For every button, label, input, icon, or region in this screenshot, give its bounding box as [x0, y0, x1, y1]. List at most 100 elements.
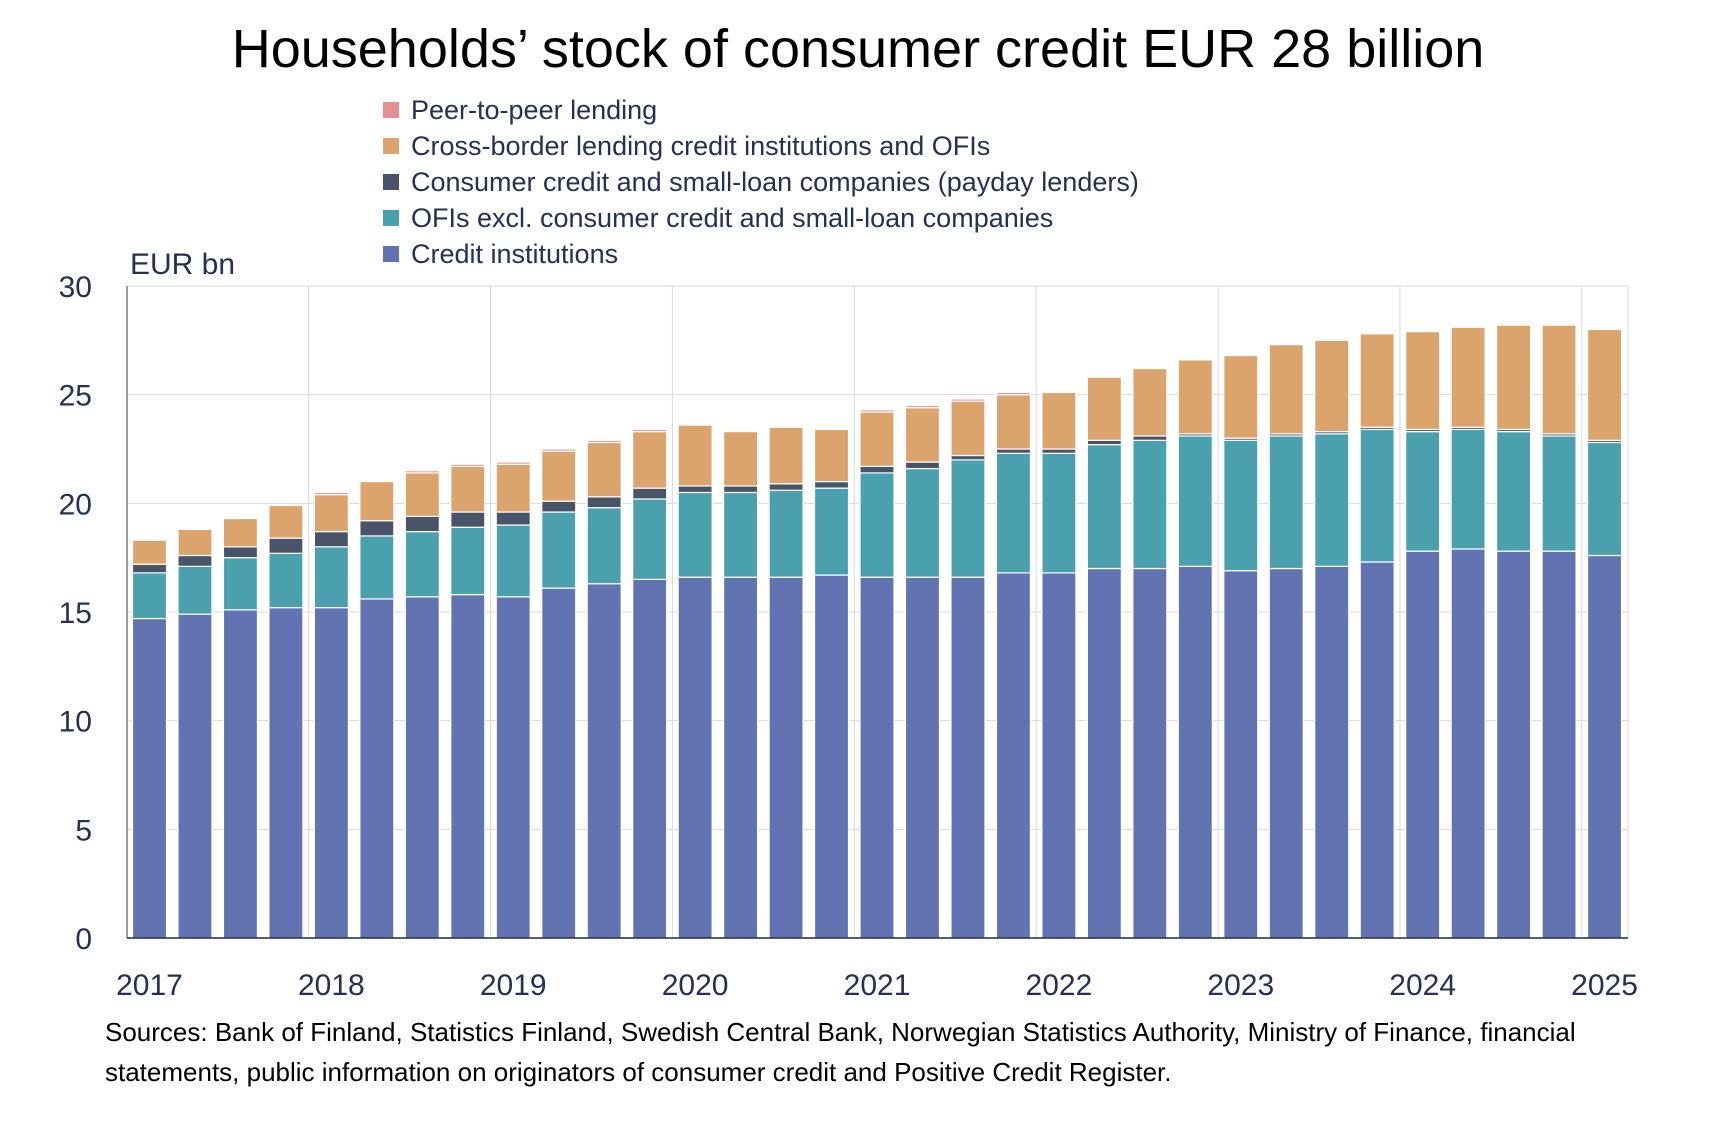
bar-segment — [1405, 550, 1441, 939]
bar-segment — [859, 576, 895, 939]
bar-segment — [859, 409, 895, 413]
legend-item-peer-to-peer: Peer-to-peer lending — [383, 92, 1139, 128]
bar-segment — [995, 391, 1032, 396]
bar-segment — [1223, 439, 1259, 572]
bar-segment — [404, 596, 440, 939]
bar-segment — [177, 613, 213, 939]
legend-swatch — [383, 246, 399, 262]
bar-segment — [859, 472, 895, 578]
bar-segment — [131, 572, 168, 620]
bar-segment — [904, 407, 941, 463]
bar-segment — [677, 491, 713, 578]
bar-segment — [222, 557, 259, 611]
bar-segment — [904, 467, 941, 578]
legend-item-payday-lenders: Consumer credit and small-loan companies… — [383, 164, 1139, 200]
bar-segment — [268, 607, 304, 939]
bar-segment — [1223, 570, 1259, 939]
bar-segment — [768, 426, 804, 485]
legend-swatch — [383, 102, 399, 118]
bar-segment — [586, 507, 622, 585]
bar-segment — [541, 587, 577, 939]
bar-segment — [1495, 431, 1532, 552]
bar-segment — [677, 576, 713, 939]
bar-segment — [1268, 344, 1304, 435]
bar-segment — [222, 517, 259, 548]
bar-segment — [404, 515, 440, 533]
bar-segment — [1041, 452, 1077, 574]
y-tick-label: 0 — [75, 923, 92, 956]
bar-segment — [723, 485, 759, 494]
x-tick-label: 2025 — [1571, 969, 1638, 1002]
bar-segment — [1132, 567, 1168, 939]
x-tick-label: 2021 — [844, 969, 911, 1002]
bar-segment — [1086, 444, 1122, 570]
legend-swatch — [383, 210, 399, 226]
bar-segment — [1405, 431, 1441, 552]
bar-segment — [222, 609, 259, 939]
bar-segment — [1223, 354, 1259, 439]
bar-segment — [495, 596, 531, 939]
bar-segment — [1541, 324, 1577, 435]
bar-segment — [1086, 376, 1122, 441]
bar-segment — [1041, 448, 1077, 454]
bar-segment — [1359, 333, 1395, 428]
chart-legend: Peer-to-peer lending Cross-border lendin… — [383, 92, 1139, 272]
bar-segment — [268, 552, 304, 609]
chart-title: Households’ stock of consumer credit EUR… — [231, 19, 1485, 79]
bar-segment — [1041, 391, 1077, 450]
bar-segment — [723, 491, 759, 578]
bar-segment — [1314, 433, 1350, 567]
bar-segment — [1132, 435, 1168, 441]
bar-segment — [359, 535, 395, 600]
bar-segment — [768, 576, 804, 939]
bar-segment — [131, 563, 168, 574]
bar-segment — [450, 465, 486, 513]
bar-segment — [995, 394, 1032, 450]
bar-segment — [131, 539, 168, 565]
bar-segment — [632, 428, 668, 433]
bar-segment — [813, 428, 850, 483]
bar-segment — [541, 511, 577, 589]
bar-segment — [586, 583, 622, 939]
bar-segment — [904, 461, 941, 470]
y-tick-label: 20 — [59, 488, 92, 521]
source-note: Sources: Bank of Finland, Statistics Fin… — [105, 1017, 1576, 1087]
bar-segment — [950, 454, 986, 461]
bar-segment — [541, 500, 577, 513]
bar-segment — [1177, 565, 1213, 939]
x-tick-label: 2018 — [298, 969, 365, 1002]
legend-swatch — [383, 174, 399, 190]
legend-item-ofis: OFIs excl. consumer credit and small-loa… — [383, 200, 1139, 236]
bar-segment — [1586, 554, 1623, 939]
bar-segment — [177, 554, 213, 567]
bar-segment — [950, 400, 986, 457]
y-tick-label: 30 — [59, 271, 92, 304]
bar-segment — [677, 424, 713, 487]
y-tick-label: 5 — [75, 814, 92, 847]
bar-segment — [904, 404, 941, 409]
bar-segment — [632, 487, 668, 500]
y-tick-label: 15 — [59, 597, 92, 630]
bar-segment — [495, 463, 531, 513]
bar-segment — [1495, 324, 1532, 431]
bar-segment — [495, 524, 531, 598]
bar-segment — [950, 459, 986, 578]
bar-segment — [586, 441, 622, 498]
bar-segment — [359, 520, 395, 537]
bar-segment — [1586, 328, 1623, 441]
bar-segment — [495, 461, 531, 465]
bar-segment — [313, 546, 349, 609]
bar-segment — [995, 448, 1032, 454]
x-tick-label: 2020 — [662, 969, 729, 1002]
legend-swatch — [383, 138, 399, 154]
legend-label: Cross-border lending credit institutions… — [411, 130, 991, 161]
bar-segment — [995, 572, 1032, 939]
bar-segment — [1132, 367, 1168, 437]
bar-segment — [859, 465, 895, 474]
bar-segment — [1495, 550, 1532, 939]
bar-segment — [586, 496, 622, 509]
bar-segment — [859, 411, 895, 467]
bar-segment — [1268, 567, 1304, 939]
bar-segment — [1450, 548, 1486, 939]
bar-segment — [813, 574, 850, 939]
